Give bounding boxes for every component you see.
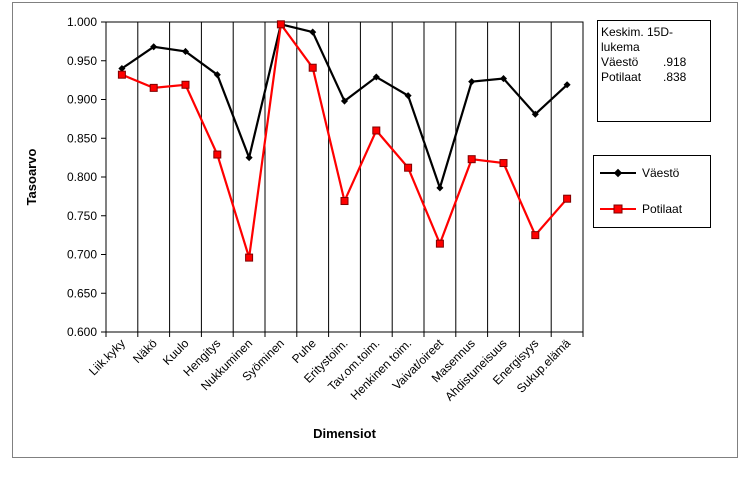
- mean-score-row-potilaat: Potilaat .838: [601, 70, 707, 85]
- data-point: [467, 155, 476, 164]
- data-point: [117, 70, 126, 79]
- data-point: [372, 126, 381, 135]
- data-point: [436, 184, 444, 192]
- legend: Väestö Potilaat: [593, 155, 711, 228]
- y-tick-label: 0.650: [67, 286, 97, 300]
- data-point: [531, 231, 540, 240]
- legend-line-marker-icon: [600, 168, 636, 178]
- data-point: [245, 154, 253, 162]
- x-tick-label: Liik.kyky: [86, 336, 128, 378]
- mean-score-title-line1: Keskim. 15D-: [601, 25, 674, 39]
- data-point: [150, 43, 158, 51]
- data-point: [309, 28, 317, 36]
- plot-area: [105, 21, 584, 333]
- data-point: [468, 78, 476, 86]
- legend-label: Väestö: [642, 166, 680, 180]
- mean-score-label: Potilaat: [601, 70, 642, 84]
- x-tick-label: Näkö: [130, 336, 160, 366]
- y-tick-label: 1.000: [67, 15, 97, 29]
- legend-item-vaesto: Väestö: [600, 166, 679, 180]
- mean-score-title-line2: lukema: [601, 40, 640, 54]
- data-point: [149, 83, 158, 92]
- data-point: [563, 81, 571, 89]
- mean-score-value: .838: [663, 70, 687, 84]
- data-point: [181, 80, 190, 89]
- data-point: [372, 73, 380, 81]
- mean-score-value: .918: [663, 55, 687, 69]
- mean-score-label: Väestö: [601, 55, 639, 69]
- data-point: [118, 64, 126, 73]
- x-axis-title: Dimensiot: [313, 426, 377, 441]
- legend-label: Potilaat: [642, 202, 683, 216]
- legend-item-potilaat: Potilaat: [600, 202, 682, 216]
- data-point: [340, 197, 349, 206]
- data-point: [213, 71, 221, 79]
- data-point: [563, 194, 572, 203]
- data-point: [499, 75, 508, 83]
- data-point: [404, 163, 413, 172]
- y-tick-label: 0.850: [67, 131, 97, 145]
- legend-square-marker-icon: [600, 204, 636, 214]
- mean-score-row-vaesto: Väestö .918: [601, 55, 707, 70]
- data-point: [435, 239, 444, 248]
- data-point: [340, 97, 349, 105]
- series-line-potilaat: [121, 21, 568, 258]
- mean-score-box: Keskim. 15D- lukema Väestö .918 Potilaat…: [597, 20, 711, 122]
- y-tick-label: 0.700: [67, 248, 97, 262]
- data-point: [499, 159, 508, 168]
- y-tick-label: 0.800: [67, 170, 97, 184]
- data-point: [276, 20, 285, 29]
- data-point: [531, 110, 539, 118]
- y-axis-title: Tasoarvo: [24, 149, 39, 206]
- y-tick-label: 0.900: [67, 93, 97, 107]
- data-point: [245, 253, 254, 262]
- data-point: [308, 63, 317, 72]
- data-point: [181, 47, 190, 55]
- y-tick-label: 0.950: [67, 54, 97, 68]
- y-tick-label: 0.600: [67, 325, 97, 339]
- data-point: [404, 92, 412, 100]
- data-point: [213, 150, 222, 159]
- y-tick-label: 0.750: [67, 209, 97, 223]
